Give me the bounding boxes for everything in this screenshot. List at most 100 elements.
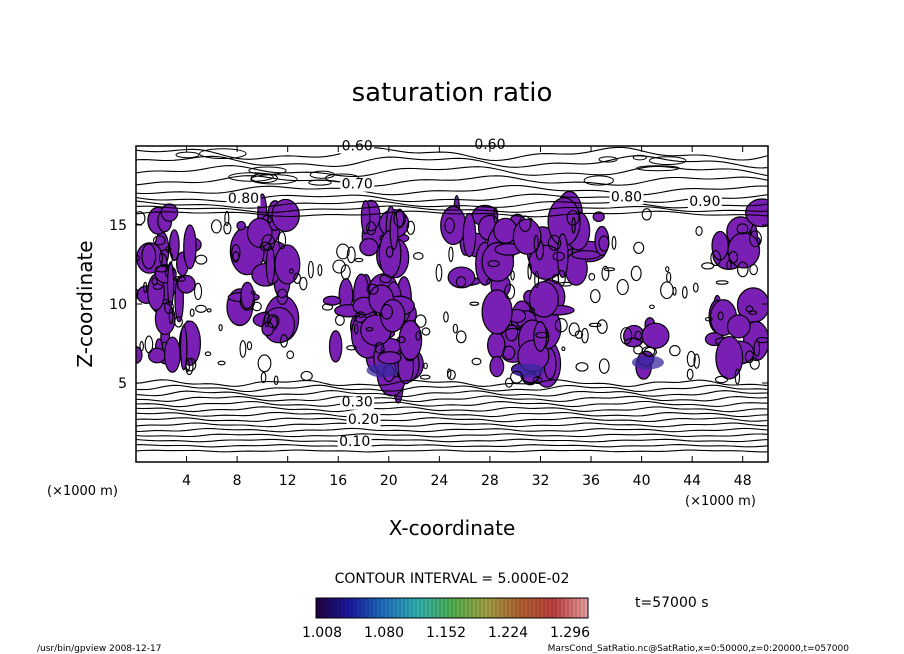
contour-cell [321,303,334,311]
contour-cell [737,261,749,278]
contour-cell [695,226,703,236]
contour-cell [611,235,617,250]
contour-cell [250,290,256,295]
shaded-core [631,355,664,370]
contour-cell [641,346,656,357]
contour-cell [223,221,232,235]
shaded-cell [592,211,605,223]
contour-cell [669,344,681,357]
colorbar: 1.008 1.080 1.152 1.224 1.296 [302,597,590,641]
contour-line [136,146,768,162]
y-tick-label: 5 [118,376,127,392]
contour-cell [756,337,768,344]
shaded-cell [377,351,402,365]
contour-cell [502,345,516,360]
x-axis-label: X-coordinate [389,516,516,540]
contour-cell [435,263,443,282]
shaded-cell [624,337,642,348]
colorbar-tick-label: 1.008 [302,625,342,641]
contour-cell [366,283,379,295]
contour-cell [534,271,540,289]
y-axis-label: Z-coordinate [73,240,97,367]
contour-cell [455,330,467,344]
contour-cell [504,283,516,300]
contour-cell [641,208,652,221]
contour-line [136,422,768,428]
contour-cell [139,341,144,352]
contour-cell [686,368,694,380]
x-tick-label: 48 [734,473,752,489]
contour-cell [419,374,431,380]
shaded-cell [380,299,406,333]
contour-cell [266,314,280,329]
contour-cell [336,243,350,260]
colorbar-tick-label: 1.224 [488,625,528,641]
contour-line [136,395,768,403]
contour-cell [704,316,713,322]
shaded-cell [528,281,559,318]
contour-cell [414,314,427,328]
contour-cell [224,210,230,227]
x-axis-ticks: 4 8 12 16 20 24 28 32 36 40 44 48 [182,146,752,489]
contour-cell [701,262,715,270]
contour-cell [510,270,515,281]
contour-cell [448,246,454,263]
contour-line [136,175,768,187]
contour-cell [264,311,270,328]
footer-right: MarsCond_SatRatio.nc@SatRatio,x=0:50000,… [548,644,850,654]
contour-cell [218,324,223,332]
contour-cell [217,360,226,366]
contour-loop [648,156,687,166]
contour-cell [365,221,377,236]
contour-label: 0.90 [689,194,720,210]
contour-cell [354,257,364,263]
contour-cell [493,207,499,224]
shaded-cell [726,314,751,339]
contour-cell [288,268,294,275]
contour-cell [173,275,187,282]
shaded-cell [166,261,175,308]
contour-cell [552,251,565,262]
contour-cell [259,241,272,252]
contour-label-bg [687,196,722,210]
contour-cell [745,305,754,313]
contour-label-bg [346,414,381,428]
contour-cell [736,223,749,235]
contour-cell [276,288,289,305]
contour-line [136,384,768,393]
contour-label-bg [337,436,372,450]
contour-cell [749,264,758,276]
contour-cell [393,209,406,228]
contour-cell [334,314,345,326]
contour-label: 0.20 [348,412,379,428]
contour-cell [340,264,351,280]
contour-cell [452,323,459,334]
shaded-cell [398,319,423,361]
shaded-cell [594,225,610,257]
x-tick-label: 28 [481,473,499,489]
contour-cell [744,350,755,364]
contour-cell [206,308,212,313]
contour-cell [286,350,295,360]
contour-cell [168,307,174,325]
contour-cell [374,341,385,354]
contour-cell [528,307,535,313]
contour-cell [533,234,539,252]
shaded-cell [265,245,276,286]
shaded-core [511,363,544,378]
contour-line [136,433,768,438]
contour-cell [194,254,208,265]
contour-label: 0.80 [228,191,259,207]
contour-line [136,165,768,178]
contour-cell [385,246,394,258]
contour-cell [246,341,253,351]
shaded-cell [360,199,371,235]
contour-cell [380,346,385,354]
shaded-cell [183,224,197,270]
x-tick-label: 12 [279,473,297,489]
contour-cell [590,289,601,304]
contour-cell [581,327,589,344]
contour-cell [601,265,610,281]
x-tick-label: 20 [380,473,398,489]
shaded-cell [715,335,744,380]
